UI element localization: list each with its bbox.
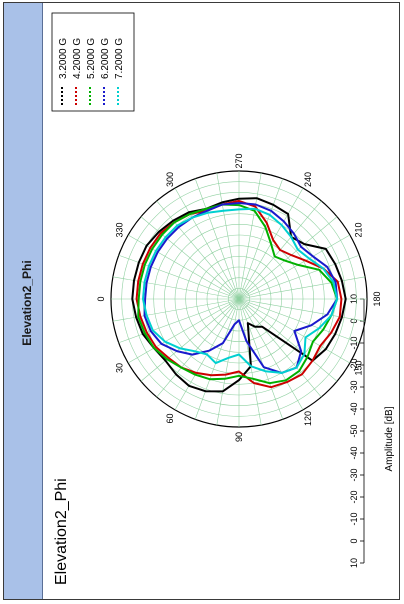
angle-tick-label: 300 (165, 172, 175, 187)
grid-spoke (156, 298, 240, 398)
grid-spoke (140, 216, 240, 300)
grid-spoke (238, 172, 262, 300)
angle-tick-label: 210 (354, 222, 364, 237)
angle-tick-label: 150 (354, 360, 364, 375)
angle-tick-label: 180 (372, 291, 382, 306)
grid-spoke (238, 298, 338, 382)
angle-tick-label: 60 (165, 414, 175, 424)
radial-tick-label: -50 (349, 424, 359, 437)
radial-tick-label: 0 (349, 538, 359, 543)
grid-spoke (238, 298, 366, 322)
grid-spoke (238, 276, 366, 300)
grid-spoke (194, 298, 240, 420)
grid-spoke (238, 298, 322, 398)
grid-spoke (238, 254, 360, 300)
grid-spoke (118, 298, 240, 344)
angle-tick-label: 120 (303, 411, 313, 426)
grid-spoke (238, 298, 304, 411)
grid-spoke (238, 298, 284, 420)
grid-spoke (127, 298, 240, 364)
y-axis-label: Amplitude [dB] (384, 406, 395, 471)
grid-spoke (112, 298, 240, 322)
radial-tick-label: -20 (349, 490, 359, 503)
angle-tick-label: 270 (234, 153, 244, 168)
polar-chart: Elevation2_Phi 10 0 -10 -20 -30 -40 -50 -40 -30 -… (44, 3, 399, 599)
grid-spoke (216, 172, 240, 300)
legend-label: 5.2000 G (86, 38, 97, 79)
grid-spoke (238, 298, 360, 344)
grid-spoke (156, 200, 240, 300)
chart-title: Elevation2_Phi (53, 478, 70, 585)
angle-tick-label: 330 (114, 222, 124, 237)
series-layer (131, 197, 347, 393)
grid-spoke (238, 234, 351, 300)
radial-tick-label: -10 (349, 512, 359, 525)
grid-spoke (238, 216, 338, 300)
page-title: Elevation2_Phi (20, 260, 34, 346)
series-line (131, 197, 347, 393)
grid-spoke (174, 187, 240, 300)
legend-box (51, 12, 135, 112)
grid-spoke (216, 298, 240, 426)
angle-tick-label: 0 (96, 296, 106, 301)
series-line (142, 207, 339, 374)
angle-tick-label: 90 (234, 432, 244, 442)
radial-tick-label: -20 (349, 358, 359, 371)
radial-tick-label: -10 (349, 336, 359, 349)
angle-tick-label: 30 (114, 363, 124, 373)
legend-label: 4.2000 G (72, 38, 83, 79)
legend-label: 7.2000 G (114, 38, 125, 79)
legend-label: 6.2000 G (100, 38, 111, 79)
angle-tick-label: 240 (303, 172, 313, 187)
legend-label: 3.2000 G (58, 38, 69, 79)
grid-spoke (194, 178, 240, 300)
grid-spoke (238, 178, 284, 300)
radial-tick-label: -40 (349, 446, 359, 459)
radial-tick-label: -40 (349, 402, 359, 415)
radial-tick-label: -30 (349, 468, 359, 481)
radial-tick-label: 10 (349, 558, 359, 568)
radial-tick-label: -30 (349, 380, 359, 393)
title-band: Elevation2_Phi (4, 3, 43, 599)
legend: 3.2000 G 4.2000 G 5.2000 G 6.2000 G 7.2000 G (51, 12, 135, 112)
grid-spoke (140, 298, 240, 382)
